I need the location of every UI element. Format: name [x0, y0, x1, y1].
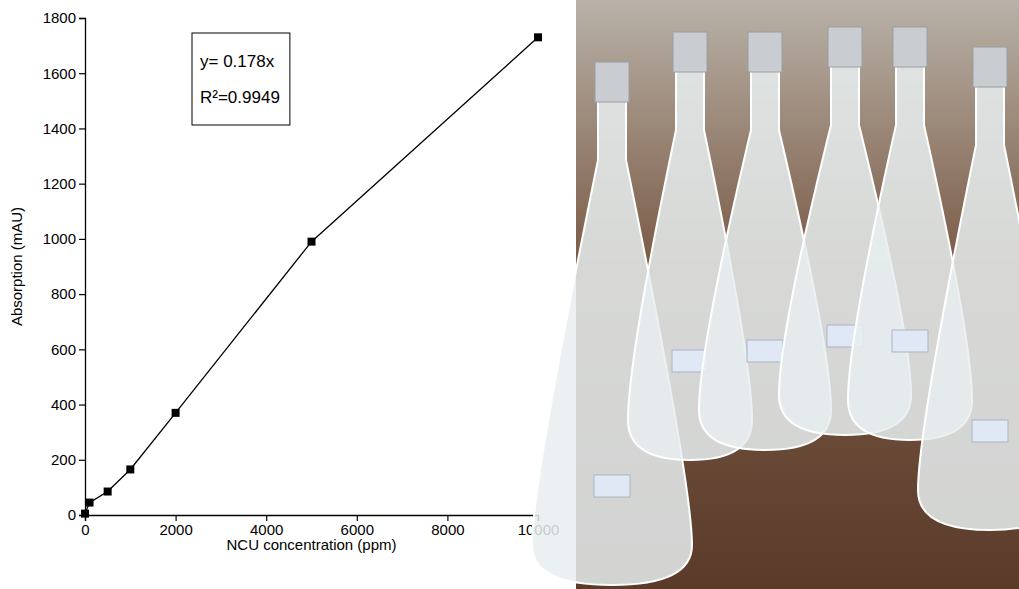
y-tick-label: 1200 [43, 175, 76, 192]
x-tick-label: 8000 [431, 521, 464, 538]
y-tick-mark [79, 184, 85, 185]
y-tick-mark [79, 294, 85, 295]
flask-label [972, 420, 1008, 442]
y-tick-mark [79, 73, 85, 74]
data-point [86, 499, 94, 507]
y-tick-label: 1000 [43, 230, 76, 247]
annotation: y= 0.178x R²=0.9949 [192, 33, 290, 125]
y-tick-mark [79, 18, 85, 19]
y-tick-mark [79, 349, 85, 350]
y-tick: 200 [51, 451, 85, 468]
y-tick-mark [79, 239, 85, 240]
x-tick-label: 2000 [159, 521, 192, 538]
flask-label [892, 330, 928, 352]
x-tick: 6000 [341, 515, 374, 538]
x-axis-title: NCU concentration (ppm) [226, 536, 396, 553]
annotation-box [192, 33, 290, 125]
y-tick: 1800 [43, 9, 85, 26]
y-tick-mark [79, 404, 85, 405]
data-line [85, 37, 538, 513]
annotation-text: R²=0.9949 [200, 88, 280, 107]
x-axis: 0200040006000800010000 [81, 515, 559, 538]
x-tick: 4000 [250, 515, 283, 538]
y-tick-label: 1600 [43, 65, 76, 82]
data-point [308, 238, 316, 246]
y-tick-mark [79, 128, 85, 129]
canvas: 0 2000 4000 6000 8000 1000 00 200 400 600 800 1000 1… [0, 0, 1019, 589]
y-tick-label: 0 [68, 506, 76, 523]
photo [532, 0, 1019, 589]
x-tick: 0 [81, 515, 89, 538]
y-axis: 0 200 400 600 800 1000 1200 1400 1600 1800 [43, 9, 86, 523]
y-tick-label: 1400 [43, 120, 76, 137]
flask-label [747, 340, 783, 362]
data-point [126, 465, 134, 473]
data-point [81, 510, 89, 518]
x-tick: 8000 [431, 515, 464, 538]
y-axis-line [79, 19, 86, 516]
x-tick: 2000 [159, 515, 192, 538]
y-tick-label: 800 [51, 285, 76, 302]
foil-cap [893, 27, 927, 67]
y-tick-label: 1800 [43, 9, 76, 26]
annotation-text: y= 0.178x [200, 52, 275, 71]
foil-cap [673, 32, 707, 72]
y-tick: 400 [51, 396, 85, 413]
flask [918, 55, 1019, 530]
data-point [534, 33, 542, 41]
y-tick: 600 [51, 341, 85, 358]
y-tick: 1000 [43, 230, 85, 247]
flask-label [594, 475, 630, 497]
x-axis-line [86, 516, 539, 522]
y-tick-label: 200 [51, 451, 76, 468]
foil-cap [595, 62, 629, 102]
foil-cap [973, 47, 1007, 87]
y-tick: 1400 [43, 120, 85, 137]
y-tick: 1200 [43, 175, 85, 192]
data-point [172, 409, 180, 417]
y-tick-mark [79, 460, 85, 461]
y-tick-label: 600 [51, 341, 76, 358]
y-axis-title: Absorption (mAU) [8, 207, 25, 326]
foil-cap [828, 27, 862, 67]
foil-cap [748, 32, 782, 72]
plot-area [81, 33, 542, 517]
y-tick: 1600 [43, 65, 85, 82]
y-tick-label: 400 [51, 396, 76, 413]
y-tick: 800 [51, 285, 85, 302]
data-point [104, 488, 112, 496]
x-tick-label: 0 [81, 521, 89, 538]
